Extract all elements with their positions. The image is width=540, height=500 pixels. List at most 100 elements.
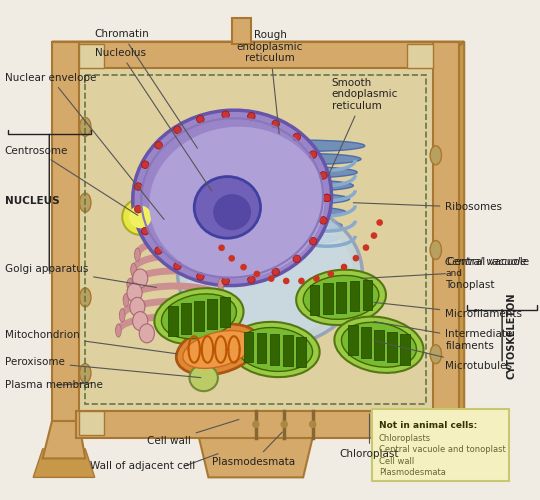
Text: Cell wall: Cell wall [147, 420, 239, 446]
Circle shape [155, 246, 163, 254]
Circle shape [197, 116, 204, 123]
Ellipse shape [127, 278, 133, 291]
Text: Plasma membrane: Plasma membrane [5, 380, 103, 390]
Text: Chromatin: Chromatin [94, 29, 198, 148]
Bar [363, 280, 372, 310]
Text: Peroxisome: Peroxisome [5, 357, 201, 378]
Ellipse shape [430, 146, 442, 165]
Circle shape [228, 255, 235, 262]
Ellipse shape [241, 206, 346, 218]
Text: Microtubules: Microtubules [374, 340, 512, 370]
Circle shape [309, 151, 317, 158]
Ellipse shape [131, 264, 137, 276]
Bar [296, 336, 306, 367]
Circle shape [363, 244, 369, 251]
Text: Central vacuole: Central vacuole [446, 258, 527, 268]
Text: CYTOSKELETON: CYTOSKELETON [507, 292, 517, 378]
Bar [168, 306, 178, 336]
Text: and: and [446, 269, 462, 278]
Ellipse shape [341, 322, 416, 367]
Text: Mitochondrion: Mitochondrion [5, 330, 177, 354]
Circle shape [309, 420, 316, 428]
Circle shape [197, 272, 204, 280]
Ellipse shape [241, 166, 357, 178]
Bar [348, 325, 357, 356]
Ellipse shape [79, 118, 91, 137]
Text: Cell wall: Cell wall [379, 456, 414, 466]
Circle shape [240, 264, 247, 270]
Bar [323, 284, 333, 314]
FancyBboxPatch shape [76, 42, 436, 68]
Circle shape [248, 276, 255, 283]
Ellipse shape [230, 322, 320, 377]
FancyBboxPatch shape [76, 411, 436, 438]
Ellipse shape [122, 199, 158, 235]
Ellipse shape [79, 193, 91, 212]
Circle shape [272, 268, 280, 276]
Circle shape [320, 216, 327, 224]
Bar [336, 282, 346, 312]
Circle shape [293, 255, 301, 262]
Ellipse shape [214, 264, 220, 276]
Ellipse shape [334, 316, 423, 373]
Text: Tonoplast: Tonoplast [446, 280, 495, 290]
Ellipse shape [79, 364, 91, 382]
Bar [310, 284, 319, 315]
Ellipse shape [133, 269, 148, 288]
Ellipse shape [133, 312, 148, 330]
Bar [349, 281, 359, 312]
Ellipse shape [130, 298, 145, 316]
Circle shape [155, 142, 163, 149]
Text: Smooth
endoplasmic
reticulum: Smooth endoplasmic reticulum [328, 78, 398, 176]
Circle shape [370, 232, 377, 239]
Circle shape [218, 244, 225, 251]
Circle shape [293, 133, 301, 141]
Circle shape [280, 420, 288, 428]
Bar [207, 299, 217, 329]
FancyBboxPatch shape [433, 42, 460, 420]
Ellipse shape [139, 324, 154, 343]
Ellipse shape [230, 324, 235, 337]
Ellipse shape [183, 330, 253, 368]
Ellipse shape [210, 248, 216, 262]
Ellipse shape [237, 328, 313, 372]
Text: Plasmodesmata: Plasmodesmata [379, 468, 446, 477]
Circle shape [174, 126, 181, 134]
Ellipse shape [296, 270, 386, 325]
Text: Ribosomes: Ribosomes [353, 202, 502, 212]
Polygon shape [76, 66, 436, 411]
Ellipse shape [187, 210, 353, 338]
Text: Microfilaments: Microfilaments [374, 302, 522, 320]
Ellipse shape [222, 294, 227, 307]
Bar [374, 330, 384, 360]
Circle shape [134, 183, 142, 190]
Ellipse shape [226, 308, 231, 322]
Circle shape [353, 255, 359, 262]
Circle shape [323, 194, 330, 202]
FancyBboxPatch shape [372, 409, 509, 481]
Ellipse shape [303, 276, 379, 320]
Ellipse shape [241, 180, 353, 192]
Polygon shape [79, 44, 104, 68]
Text: Chloroplast: Chloroplast [340, 414, 399, 459]
Ellipse shape [79, 288, 91, 307]
Ellipse shape [178, 200, 362, 347]
Circle shape [323, 194, 330, 202]
Circle shape [252, 420, 260, 428]
Text: Intermediate
filaments: Intermediate filaments [374, 322, 512, 351]
Bar [85, 74, 426, 404]
Circle shape [313, 275, 320, 282]
Polygon shape [232, 18, 251, 44]
Text: Not in animal cells:: Not in animal cells: [379, 420, 477, 430]
Ellipse shape [213, 194, 251, 230]
Ellipse shape [241, 193, 349, 204]
Ellipse shape [134, 248, 140, 262]
Polygon shape [407, 44, 433, 68]
Circle shape [248, 112, 255, 120]
Text: Central vacuole: Central vacuole [447, 258, 529, 268]
Circle shape [254, 270, 260, 278]
Circle shape [134, 206, 142, 213]
Ellipse shape [218, 278, 224, 291]
Bar [270, 334, 280, 364]
Text: Wall of adjacent cell: Wall of adjacent cell [90, 461, 195, 471]
